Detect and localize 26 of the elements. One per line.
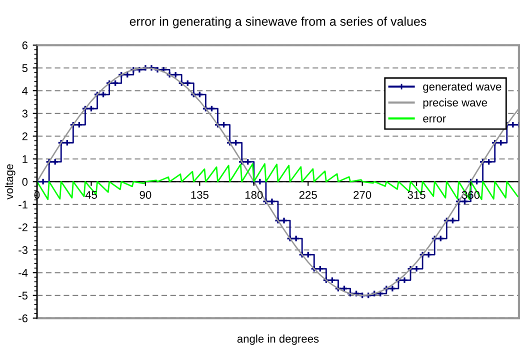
y-tick-label: -2 [18, 223, 28, 232]
legend-label: generated wave [423, 82, 502, 93]
y-tick-label: 0 [22, 178, 28, 186]
legend-label: precise wave [423, 98, 488, 109]
y-axis-title: voltage [4, 164, 16, 200]
x-tick-label: 135 [191, 190, 208, 199]
chart-title: error in generating a sinewave from a series of values [130, 16, 426, 28]
y-tick-label: -1 [18, 200, 28, 208]
y-tick-label: -5 [18, 292, 28, 300]
y-tick-label: 2 [22, 132, 28, 140]
x-axis-title: angle in degrees [237, 334, 319, 345]
y-tick-label: 3 [22, 110, 28, 118]
y-tick-label: 6 [22, 41, 28, 50]
x-tick-label: 225 [299, 190, 317, 199]
x-tick-label: 270 [354, 190, 372, 199]
y-tick-label: 4 [22, 87, 28, 95]
x-tick-label: 315 [408, 190, 426, 199]
legend-label: error [423, 116, 446, 122]
y-tick-label: 1 [22, 155, 28, 163]
y-tick-label: -3 [18, 246, 28, 254]
y-tick-label: -4 [18, 269, 28, 277]
y-tick-label: -6 [18, 314, 28, 322]
x-tick-label: 45 [85, 191, 97, 199]
x-tick-label: 180 [245, 190, 263, 199]
y-tick-label: 5 [22, 64, 28, 72]
x-tick-label: 90 [140, 190, 152, 199]
